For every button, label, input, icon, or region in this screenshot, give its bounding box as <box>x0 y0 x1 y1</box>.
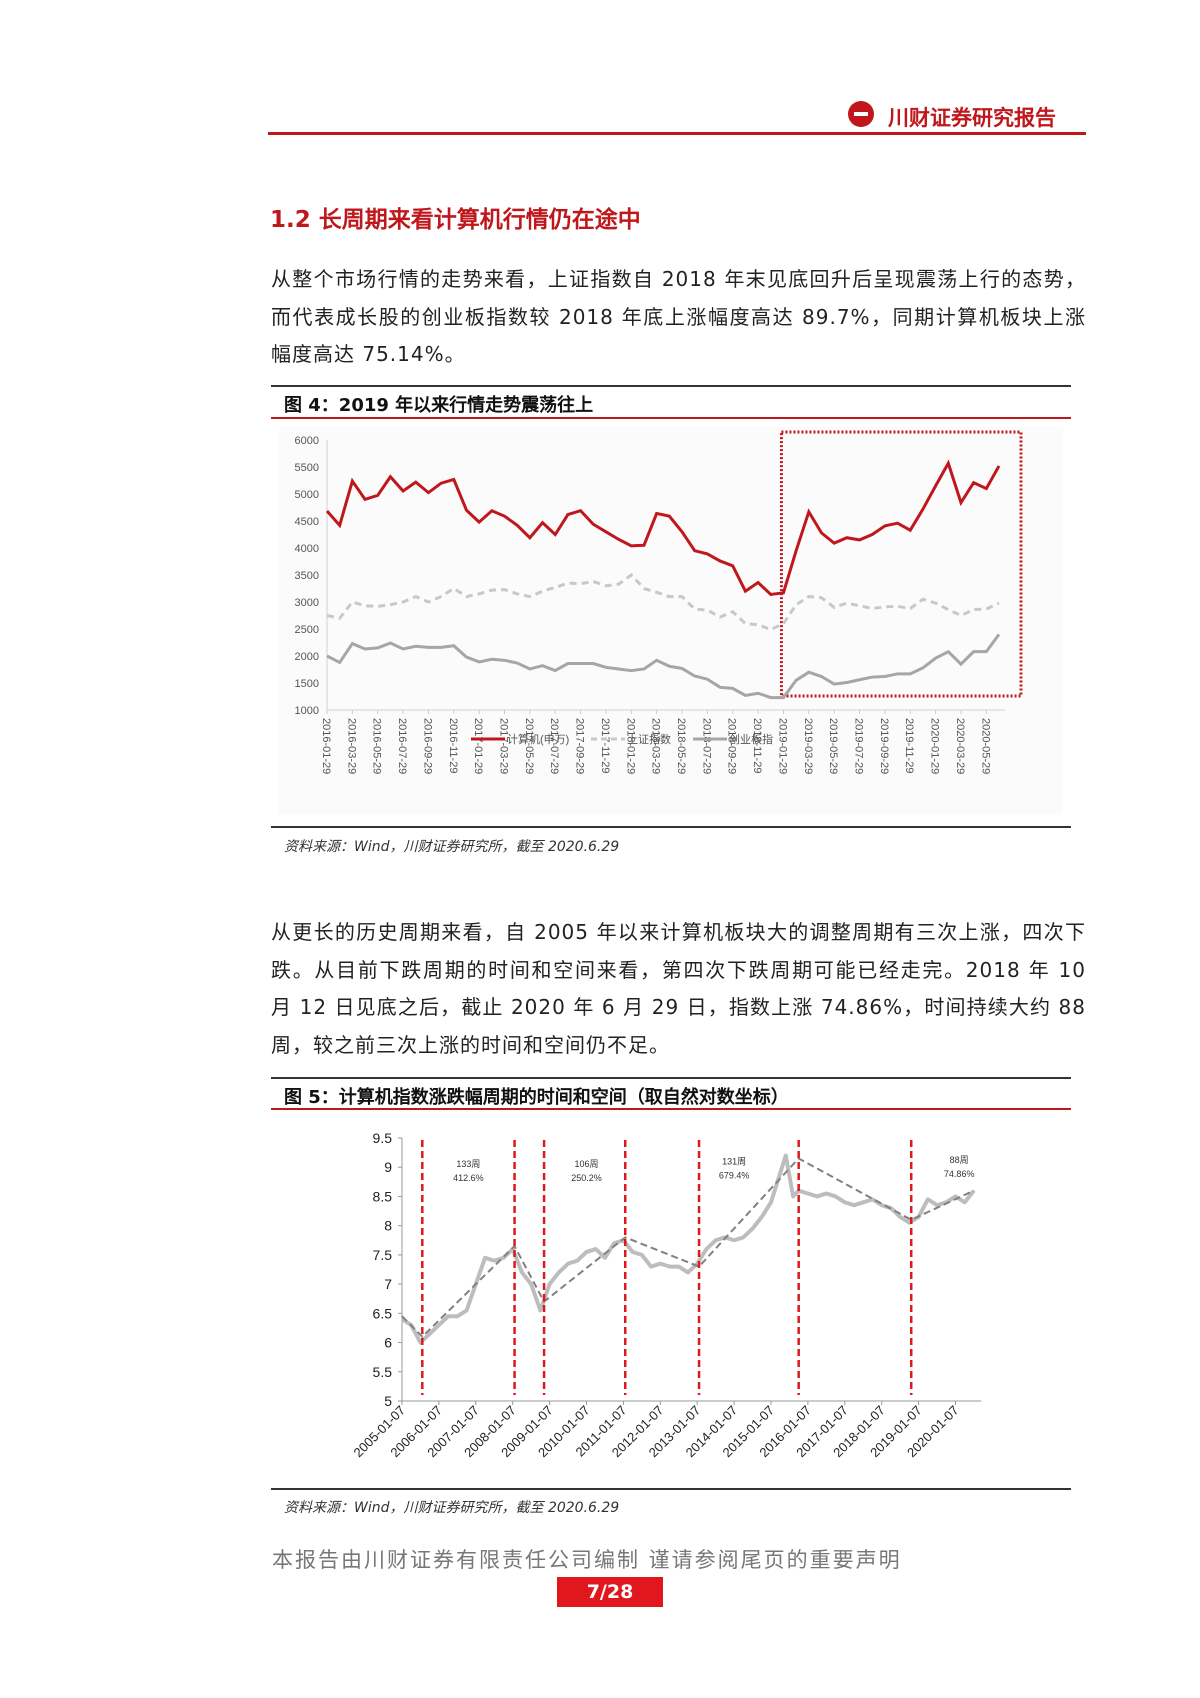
cycle-annotation: 679.4% <box>719 1170 750 1180</box>
figure5-source: 资料来源：Wind，川财证券研究所，截至 2020.6.29 <box>284 1500 620 1516</box>
x-tick-label: 2019-03-29 <box>802 718 814 774</box>
footer-disclaimer: 本报告由川财证券有限责任公司编制 谨请参阅尾页的重要声明 <box>272 1548 902 1572</box>
y-tick-label: 2500 <box>295 624 319 636</box>
legend-label: 创业板指 <box>729 732 773 746</box>
figure4-bottom-rule <box>271 826 1071 828</box>
y-tick-label: 6000 <box>295 435 319 447</box>
cycle-annotation: 74.86% <box>944 1169 975 1179</box>
y-tick-label: 5000 <box>295 489 319 501</box>
x-tick-label: 2019-01-29 <box>776 718 788 774</box>
legend-label: 计算机(申万) <box>507 732 569 746</box>
series-line-1 <box>326 573 1000 632</box>
x-tick-label: 2018-09-29 <box>726 718 738 774</box>
x-tick-label: 2020-01-29 <box>929 718 941 774</box>
x-tick-label: 2016-09-29 <box>421 718 433 774</box>
cycle-annotation: 106周 <box>574 1159 598 1169</box>
cycle-annotation: 412.6% <box>453 1173 484 1183</box>
paragraph-1: 从整个市场行情的走势来看，上证指数自 2018 年末见底回升后呈现震荡上行的态势… <box>271 267 1086 366</box>
figure4-title: 图 4：2019 年以来行情走势震荡往上 <box>284 395 594 416</box>
y-tick-label: 3500 <box>295 570 319 582</box>
x-tick-label: 2017-03-29 <box>498 718 510 774</box>
series-line-0 <box>325 459 1001 597</box>
y-tick-label: 2000 <box>295 651 319 663</box>
x-tick-label: 2016-07-29 <box>396 718 408 774</box>
cycle-annotation: 88周 <box>950 1155 969 1165</box>
x-tick-label: 2017-11-29 <box>599 718 611 773</box>
header-brand: 川财证券研究报告 <box>888 105 1056 130</box>
x-tick-label: 2017-05-29 <box>523 718 535 774</box>
series-line-2 <box>326 633 1001 700</box>
cycle-annotation: 250.2% <box>571 1173 602 1183</box>
legend-label: 上证指数 <box>627 732 671 746</box>
figure4-top-rule <box>271 385 1071 387</box>
figure5-red-rule <box>271 1108 1071 1110</box>
header-divider <box>268 132 1086 135</box>
figure5-top-rule <box>271 1077 1071 1079</box>
section-title: 1.2 长周期来看计算机行情仍在途中 <box>270 207 641 233</box>
x-tick-label: 2018-07-29 <box>700 718 712 774</box>
x-tick-label: 2017-07-29 <box>548 718 560 774</box>
figure5-title: 图 5：计算机指数涨跌幅周期的时间和空间（取自然对数坐标） <box>284 1087 789 1108</box>
x-tick-label: 2018-11-29 <box>751 718 763 773</box>
x-tick-label: 2020-03-29 <box>954 718 966 774</box>
x-tick-label: 2018-03-29 <box>650 718 662 774</box>
y-tick-label: 5 <box>384 1393 392 1409</box>
y-tick-label: 1000 <box>295 705 319 717</box>
figure4-source: 资料来源：Wind，川财证券研究所，截至 2020.6.29 <box>284 839 620 855</box>
figure5-chart: 55.566.577.588.599.52005-01-072006-01-07… <box>350 1130 982 1460</box>
y-tick-label: 7 <box>384 1276 392 1292</box>
y-tick-label: 9 <box>384 1159 392 1175</box>
x-tick-label: 2019-09-29 <box>878 718 890 774</box>
x-tick-label: 2017-09-29 <box>574 718 586 774</box>
x-tick-label: 2019-07-29 <box>853 718 865 774</box>
index-line <box>400 1153 976 1345</box>
x-tick-label: 2019-11-29 <box>903 718 915 773</box>
figure5-bottom-rule <box>271 1488 1071 1490</box>
cycle-annotation: 133周 <box>456 1159 480 1169</box>
cycle-annotation: 131周 <box>722 1156 746 1166</box>
y-tick-label: 8 <box>384 1218 392 1234</box>
y-tick-label: 5500 <box>295 462 319 474</box>
x-tick-label: 2018-05-29 <box>675 718 687 774</box>
y-tick-label: 4500 <box>295 516 319 528</box>
chuancai-logo-icon <box>848 101 874 127</box>
y-tick-label: 9.5 <box>373 1130 393 1146</box>
y-tick-label: 4000 <box>295 543 319 555</box>
x-tick-label: 2016-05-29 <box>371 718 383 774</box>
x-tick-label: 2016-03-29 <box>345 718 357 774</box>
y-tick-label: 3000 <box>295 597 319 609</box>
y-tick-label: 1500 <box>295 678 319 690</box>
y-tick-label: 6 <box>384 1335 392 1351</box>
paragraph-2: 从更长的历史周期来看，自 2005 年以来计算机板块大的调整周期有三次上涨，四次… <box>271 920 1086 1057</box>
x-tick-label: 2018-01-29 <box>624 718 636 774</box>
x-tick-label: 2019-05-29 <box>827 718 839 774</box>
trend-line <box>401 1157 975 1339</box>
figure4-chart: 1000 1500 2000 2500 3000 3500 4000 4500 5000 5500… <box>279 427 1063 815</box>
x-tick-label: 2016-01-29 <box>320 718 332 774</box>
y-tick-label: 7.5 <box>373 1247 393 1263</box>
y-tick-label: 8.5 <box>373 1188 393 1204</box>
figure4-red-rule <box>271 417 1071 419</box>
y-tick-label: 6.5 <box>373 1305 393 1321</box>
x-tick-label: 2017-01-29 <box>472 718 484 774</box>
x-tick-label: 2016-11-29 <box>447 718 459 773</box>
y-tick-label: 5.5 <box>373 1364 393 1380</box>
x-tick-label: 2020-05-29 <box>979 718 991 774</box>
page-number: 7/28 <box>557 1577 663 1607</box>
